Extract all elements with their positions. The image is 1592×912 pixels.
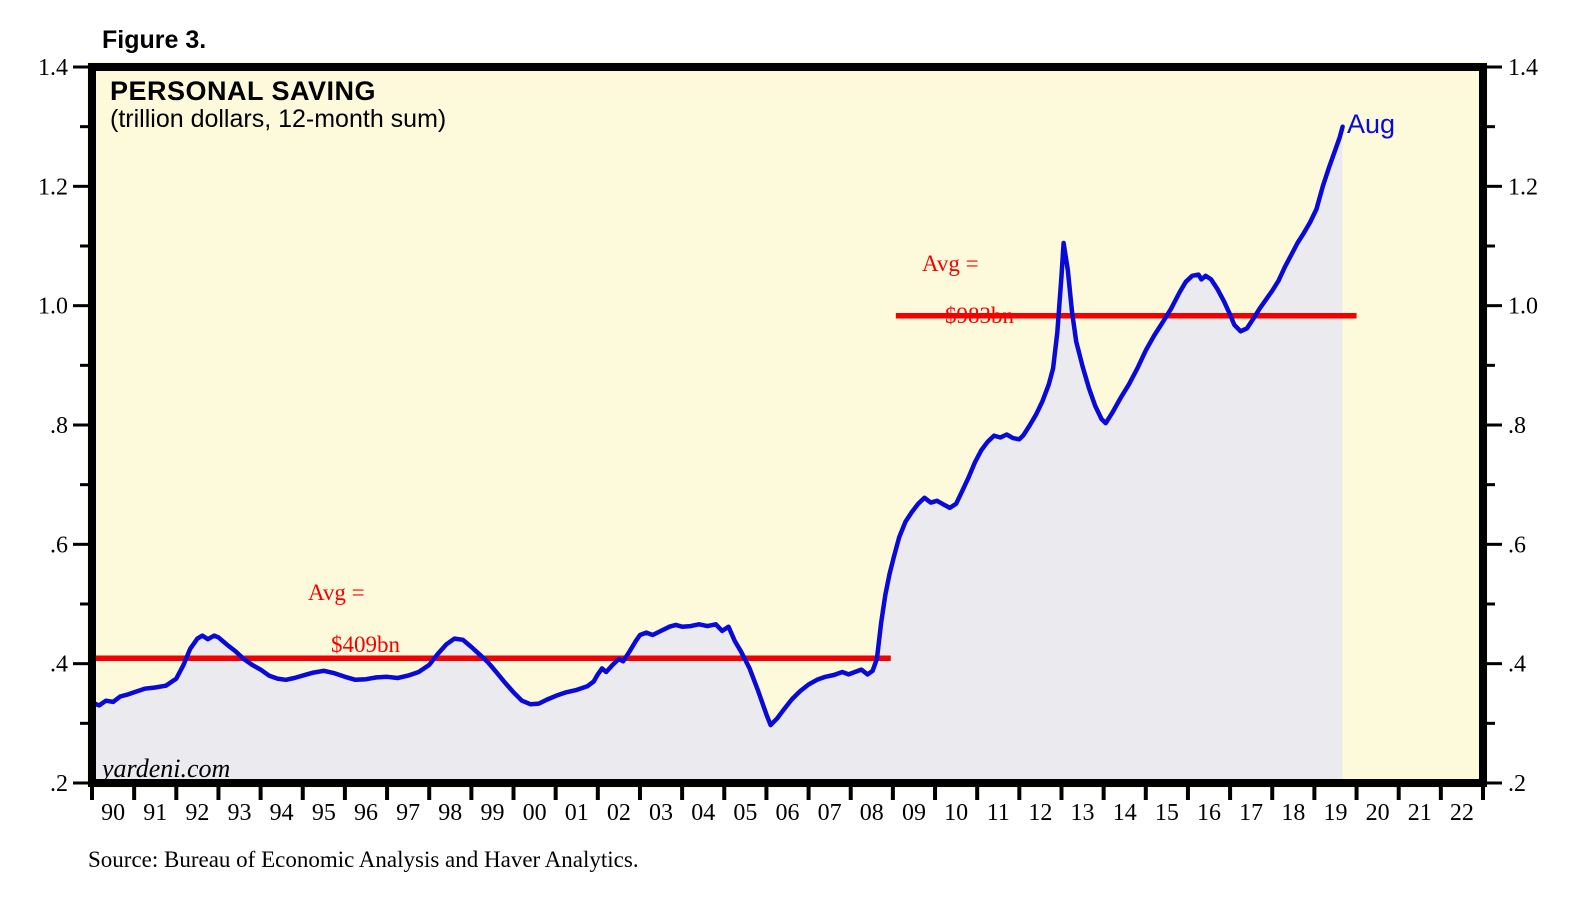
source-note: Source: Bureau of Economic Analysis and …: [88, 847, 639, 872]
area-fill-under-line: [92, 126, 1343, 783]
x-axis-label: 99: [480, 800, 504, 826]
x-axis-label: 08: [860, 800, 884, 826]
y-axis-label-right: .8: [1508, 413, 1526, 439]
x-axis-label: 90: [101, 800, 125, 826]
x-axis-label: 93: [228, 800, 252, 826]
avg-annotation-line2: $409bn: [331, 632, 400, 657]
y-axis-label-right: .6: [1508, 532, 1526, 558]
y-axis-label-right: 1.0: [1508, 294, 1538, 320]
x-axis-label: 96: [354, 800, 378, 826]
x-axis-label: 19: [1323, 800, 1347, 826]
x-axis-label: 09: [902, 800, 926, 826]
y-axis-label-left: .4: [50, 652, 68, 678]
x-axis-label: 02: [607, 800, 631, 826]
y-axis-label-right: .2: [1508, 771, 1526, 797]
data-line-personal-saving: [89, 124, 1345, 728]
avg-annotation-409: Avg = $409bn: [308, 580, 400, 658]
x-axis-label: 21: [1408, 800, 1432, 826]
chart-subtitle: (trillion dollars, 12-month sum): [110, 105, 447, 133]
x-axis-label: 18: [1281, 800, 1305, 826]
x-axis-label: 04: [691, 800, 715, 826]
y-axis-label-left: 1.2: [38, 174, 68, 200]
x-axis-label: 10: [944, 800, 968, 826]
y-axis-label-left: .6: [50, 532, 68, 558]
x-axis-label: 12: [1028, 800, 1052, 826]
x-axis-label: 97: [396, 800, 420, 826]
x-axis-label: 06: [776, 800, 800, 826]
x-axis-label: 01: [565, 800, 589, 826]
x-axis-label: 94: [270, 800, 294, 826]
y-axis-label-right: .4: [1508, 652, 1526, 678]
x-axis-label: 11: [987, 800, 1010, 826]
avg-annotation-983: Avg = $983bn: [922, 251, 1014, 329]
y-axis-label-right: 1.2: [1508, 174, 1538, 200]
avg-annotation-line1: Avg =: [922, 251, 979, 276]
avg-annotation-line1: Avg =: [308, 580, 365, 605]
y-axis-label-left: 1.0: [38, 294, 68, 320]
avg-annotation-line2: $983bn: [945, 303, 1014, 328]
x-axis-label: 16: [1197, 800, 1221, 826]
x-axis-label: 07: [818, 800, 842, 826]
x-axis-label: 00: [523, 800, 547, 826]
x-axis-label: 92: [185, 800, 209, 826]
y-axis-label-right: 1.4: [1508, 55, 1538, 81]
x-axis-label: 95: [312, 800, 336, 826]
y-axis-label-left: 1.4: [38, 55, 68, 81]
x-axis-label: 98: [438, 800, 462, 826]
x-axis-label: 05: [733, 800, 757, 826]
chart-title: PERSONAL SAVING: [110, 76, 377, 106]
y-axis-label-left: .2: [50, 771, 68, 797]
x-axis-label: 15: [1155, 800, 1179, 826]
watermark: yardeni.com: [102, 754, 231, 783]
plot-border: [88, 63, 1487, 787]
x-axis-label: 14: [1113, 800, 1137, 826]
x-axis-label: 91: [143, 800, 167, 826]
x-axis-label: 03: [649, 800, 673, 826]
x-axis-label: 20: [1366, 800, 1390, 826]
figure-title: Figure 3.: [102, 26, 207, 54]
x-axis-label: 17: [1239, 800, 1263, 826]
x-axis-label: 22: [1450, 800, 1474, 826]
last-point-label: Aug: [1347, 109, 1396, 139]
y-axis-label-left: .8: [50, 413, 68, 439]
x-axis-label: 13: [1071, 800, 1095, 826]
